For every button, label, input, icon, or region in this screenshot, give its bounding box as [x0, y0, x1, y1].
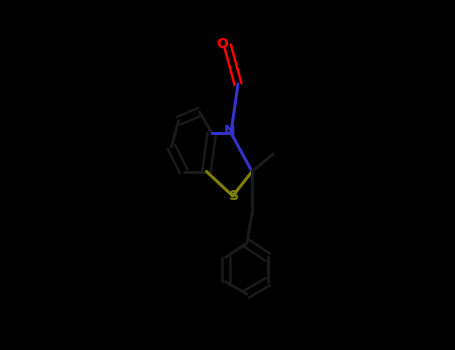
Text: N: N — [223, 124, 235, 138]
Text: O: O — [216, 37, 228, 51]
Text: S: S — [229, 189, 239, 203]
